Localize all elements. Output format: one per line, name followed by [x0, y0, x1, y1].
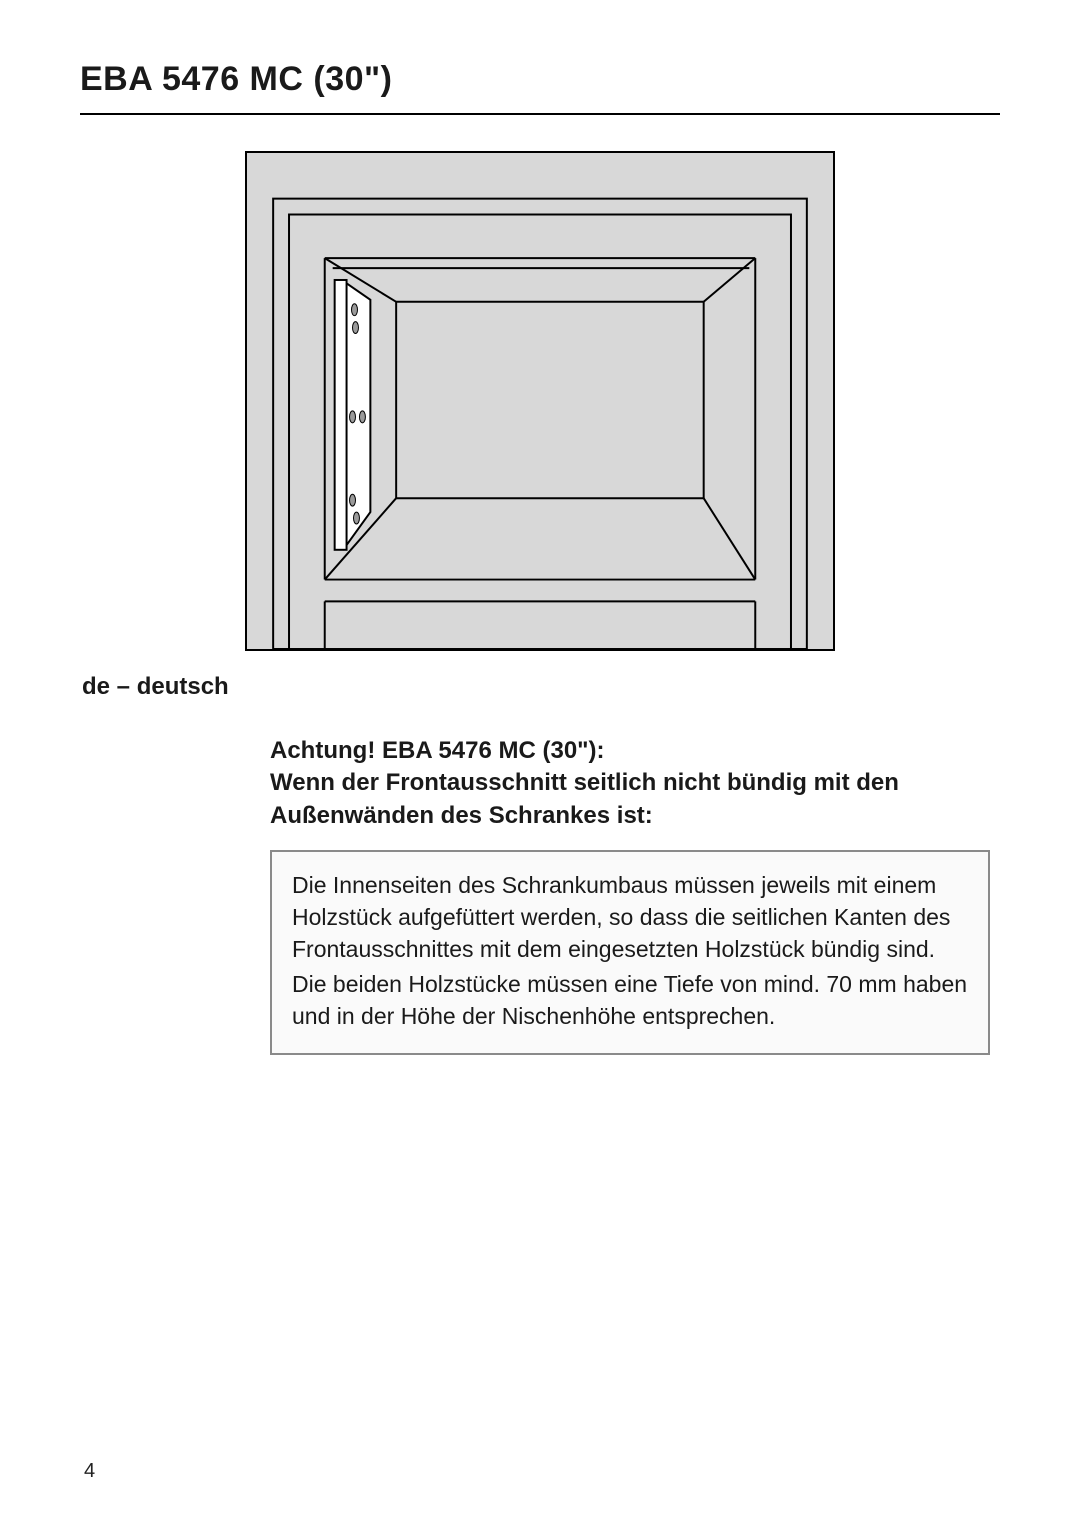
content-block: Achtung! EBA 5476 MC (30"): Wenn der Fro…: [270, 735, 990, 1055]
page-number: 4: [84, 1460, 95, 1483]
note-paragraph-2: Die beiden Holzstücke müssen eine Tiefe …: [292, 969, 968, 1032]
note-box: Die Innenseiten des Schrankumbaus müssen…: [270, 850, 990, 1055]
installation-diagram: [245, 151, 835, 651]
note-paragraph-1: Die Innenseiten des Schrankumbaus müssen…: [292, 870, 968, 965]
language-label: de – deutsch: [82, 673, 1000, 701]
manual-page: EBA 5476 MC (30"): [0, 0, 1080, 1529]
diagram-svg: [247, 153, 833, 649]
page-title: EBA 5476 MC (30"): [80, 60, 1000, 115]
warning-heading: Achtung! EBA 5476 MC (30"): Wenn der Fro…: [270, 735, 990, 832]
diagram-container: [80, 151, 1000, 651]
